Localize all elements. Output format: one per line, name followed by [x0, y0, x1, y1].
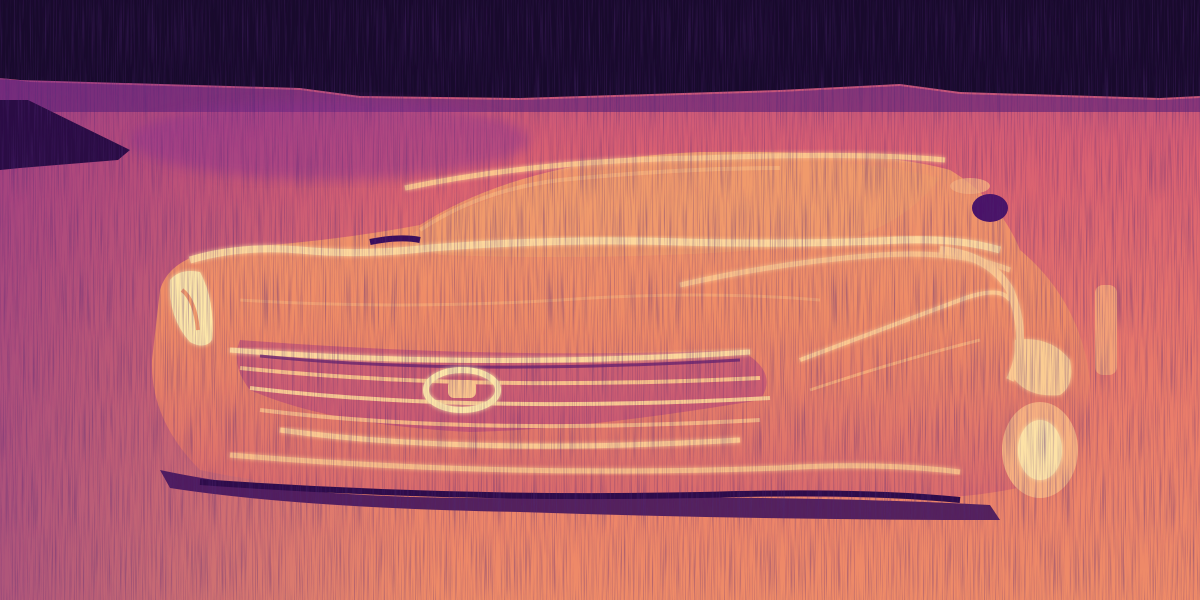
- scanline-noise: [0, 0, 1200, 600]
- thermal-car-image: [0, 0, 1200, 600]
